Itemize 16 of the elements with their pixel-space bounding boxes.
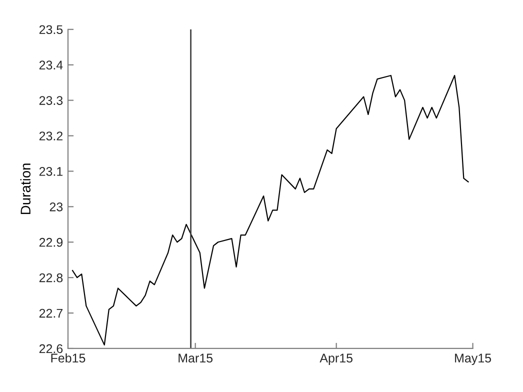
x-tick-label: Mar15	[178, 354, 213, 363]
x-tick-label: Apr15	[320, 354, 352, 365]
y-tick-label: 22.7	[39, 308, 63, 318]
y-tick-label: 23.5	[39, 25, 63, 34]
line-series	[72, 74, 469, 346]
y-tick-label: 22.8	[39, 273, 63, 282]
y-tick-label: 22.9	[39, 238, 63, 247]
y-tick-label: 23.4	[39, 60, 63, 70]
y-tick-label: 23.2	[39, 132, 63, 140]
y-tick-label: 23.1	[39, 167, 63, 176]
y-tick-label: 23.3	[39, 96, 63, 105]
y-axis-title: Duration	[20, 164, 30, 214]
x-tick-label: May15	[455, 354, 492, 365]
y-tick-label: 23	[50, 202, 63, 212]
x-tick-label: Feb15	[51, 353, 86, 363]
y-tick-label: 22.6	[39, 344, 63, 354]
